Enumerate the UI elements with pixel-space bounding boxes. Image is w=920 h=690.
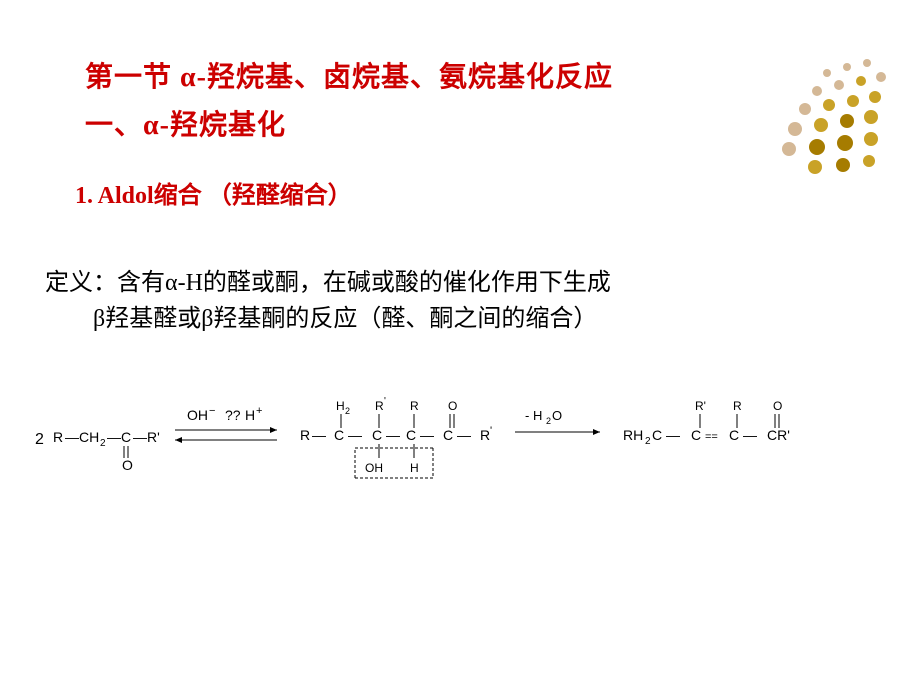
- svg-text:O: O: [773, 399, 782, 413]
- topic-title: 1. Aldol缩合 （羟醛缩合）: [75, 175, 860, 210]
- svg-text:—: —: [457, 427, 471, 443]
- svg-text:2: 2: [35, 431, 44, 448]
- svg-text:C: C: [652, 427, 662, 443]
- svg-text:H: H: [336, 399, 345, 413]
- svg-text:—: —: [386, 427, 400, 443]
- svg-text:R: R: [410, 399, 419, 413]
- svg-text:H: H: [245, 407, 255, 423]
- dot-decoration: [755, 55, 895, 175]
- svg-text:—: —: [65, 429, 79, 445]
- svg-text:2: 2: [546, 416, 551, 426]
- svg-text:—: —: [420, 427, 434, 443]
- svg-text:2: 2: [645, 436, 651, 447]
- svg-text:O: O: [122, 457, 133, 473]
- definition-line2: β羟基醛或β羟基酮的反应（醛、酮之间的缩合）: [45, 301, 860, 337]
- svg-text:—: —: [743, 427, 757, 443]
- svg-text:R': R': [147, 429, 160, 445]
- svg-text:—: —: [107, 429, 121, 445]
- svg-text:R: R: [53, 429, 63, 445]
- svg-text:': ': [384, 396, 386, 407]
- svg-text:O: O: [552, 408, 562, 423]
- svg-text:—: —: [312, 427, 326, 443]
- svg-text:R: R: [733, 399, 742, 413]
- svg-text:—: —: [666, 427, 680, 443]
- svg-text:H: H: [410, 461, 419, 475]
- svg-text:—: —: [348, 427, 362, 443]
- definition-text: 定义：含有α-H的醛或酮，在碱或酸的催化作用下生成 β羟基醛或β羟基酮的反应（醛…: [45, 265, 860, 337]
- svg-text:+: +: [256, 405, 262, 417]
- reaction-scheme: 2R—CH2—C—R'OOH−??H+H2R'ROR—C—C—C—C—R'OHH…: [15, 392, 920, 497]
- svg-text:C: C: [334, 427, 344, 443]
- svg-text:C: C: [691, 427, 701, 443]
- svg-text:==: ==: [705, 431, 718, 443]
- svg-text:2: 2: [100, 438, 106, 449]
- svg-text:CH: CH: [79, 429, 99, 445]
- section-title: 第一节 α-羟烷基、卤烷基、氨烷基化反应: [85, 55, 860, 95]
- svg-text:C: C: [729, 427, 739, 443]
- svg-text:C: C: [406, 427, 416, 443]
- svg-text:??: ??: [225, 407, 241, 423]
- svg-text:R': R': [695, 399, 706, 413]
- svg-text:OH: OH: [187, 407, 208, 423]
- svg-text:—: —: [133, 429, 147, 445]
- svg-text:O: O: [448, 399, 457, 413]
- svg-text:': ': [490, 425, 492, 437]
- subsection-title: 一、α-羟烷基化: [85, 103, 860, 143]
- definition-line1: 定义：含有α-H的醛或酮，在碱或酸的催化作用下生成: [45, 265, 860, 301]
- svg-text:C: C: [121, 429, 131, 445]
- svg-text:- H: - H: [525, 408, 542, 423]
- svg-text:−: −: [209, 405, 215, 417]
- svg-text:2: 2: [345, 406, 350, 416]
- svg-text:R: R: [375, 399, 384, 413]
- svg-text:OH: OH: [365, 461, 383, 475]
- svg-text:R: R: [480, 427, 490, 443]
- svg-text:C: C: [372, 427, 382, 443]
- svg-text:R: R: [300, 427, 310, 443]
- svg-text:RH: RH: [623, 427, 643, 443]
- svg-text:C: C: [443, 427, 453, 443]
- svg-text:CR': CR': [767, 427, 790, 443]
